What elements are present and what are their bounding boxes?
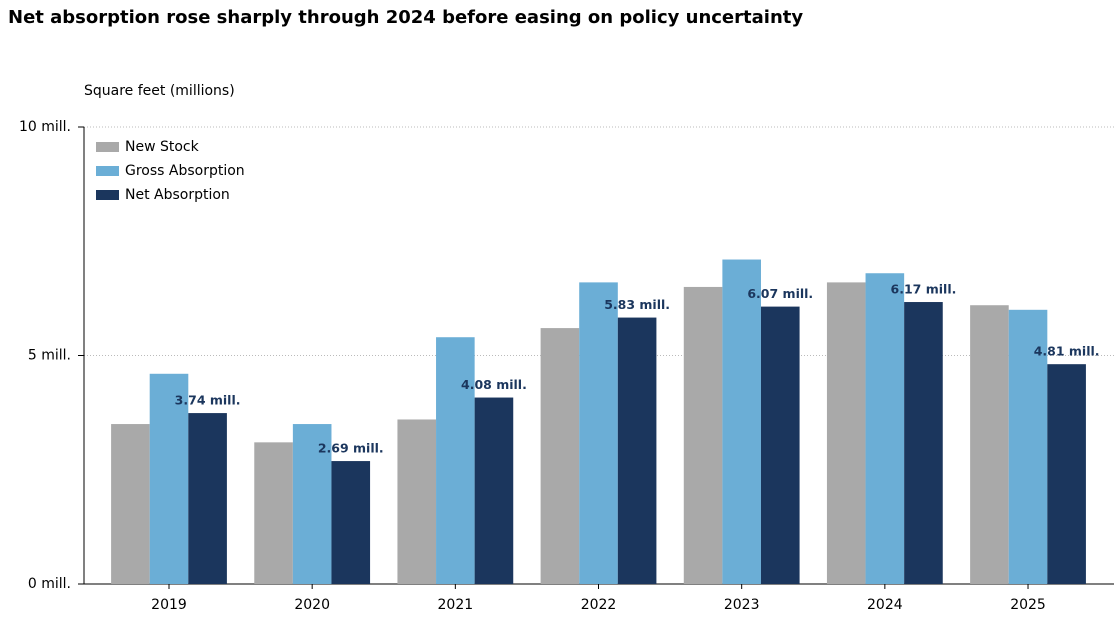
bar bbox=[540, 328, 580, 584]
value-label: 6.17 mill. bbox=[891, 282, 957, 297]
legend-swatch bbox=[96, 166, 119, 176]
x-tick-label: 2024 bbox=[867, 597, 903, 613]
y-tick-label: 5 mill. bbox=[28, 348, 71, 364]
bar bbox=[1047, 364, 1086, 584]
bar bbox=[254, 442, 293, 584]
value-label: 4.81 mill. bbox=[1034, 344, 1100, 359]
bar bbox=[149, 373, 189, 584]
bar bbox=[970, 305, 1009, 584]
bar bbox=[579, 282, 618, 584]
x-tick-label: 2023 bbox=[724, 597, 760, 613]
bar bbox=[826, 282, 866, 584]
bar bbox=[904, 302, 943, 584]
bar bbox=[760, 306, 800, 584]
x-tick-label: 2020 bbox=[294, 597, 330, 613]
bar bbox=[865, 273, 905, 584]
bar bbox=[1008, 309, 1048, 584]
bar bbox=[292, 424, 332, 584]
value-label: 5.83 mill. bbox=[604, 297, 670, 312]
x-tick-label: 2019 bbox=[151, 597, 187, 613]
bar bbox=[474, 397, 514, 584]
legend-label: Net Absorption bbox=[125, 187, 230, 203]
y-tick-label: 0 mill. bbox=[28, 576, 71, 592]
legend-label: New Stock bbox=[125, 139, 200, 155]
value-label: 2.69 mill. bbox=[318, 441, 384, 456]
x-tick-label: 2022 bbox=[581, 597, 617, 613]
legend-swatch bbox=[96, 190, 119, 200]
bar bbox=[722, 259, 761, 584]
legend-label: Gross Absorption bbox=[125, 163, 245, 179]
bar bbox=[397, 419, 437, 584]
bar bbox=[111, 424, 150, 584]
y-axis-label: Square feet (millions) bbox=[84, 83, 235, 99]
y-tick-label: 10 mill. bbox=[19, 119, 71, 135]
x-tick-label: 2021 bbox=[438, 597, 474, 613]
value-label: 6.07 mill. bbox=[747, 286, 813, 301]
bar bbox=[683, 286, 723, 584]
legend-swatch bbox=[96, 142, 119, 152]
chart-title: Net absorption rose sharply through 2024… bbox=[8, 7, 803, 28]
x-tick-label: 2025 bbox=[1010, 597, 1046, 613]
bar bbox=[436, 337, 475, 584]
bar bbox=[617, 317, 657, 584]
value-label: 3.74 mill. bbox=[175, 393, 241, 408]
value-label: 4.08 mill. bbox=[461, 377, 527, 392]
bar bbox=[188, 413, 227, 584]
bar bbox=[331, 461, 371, 584]
